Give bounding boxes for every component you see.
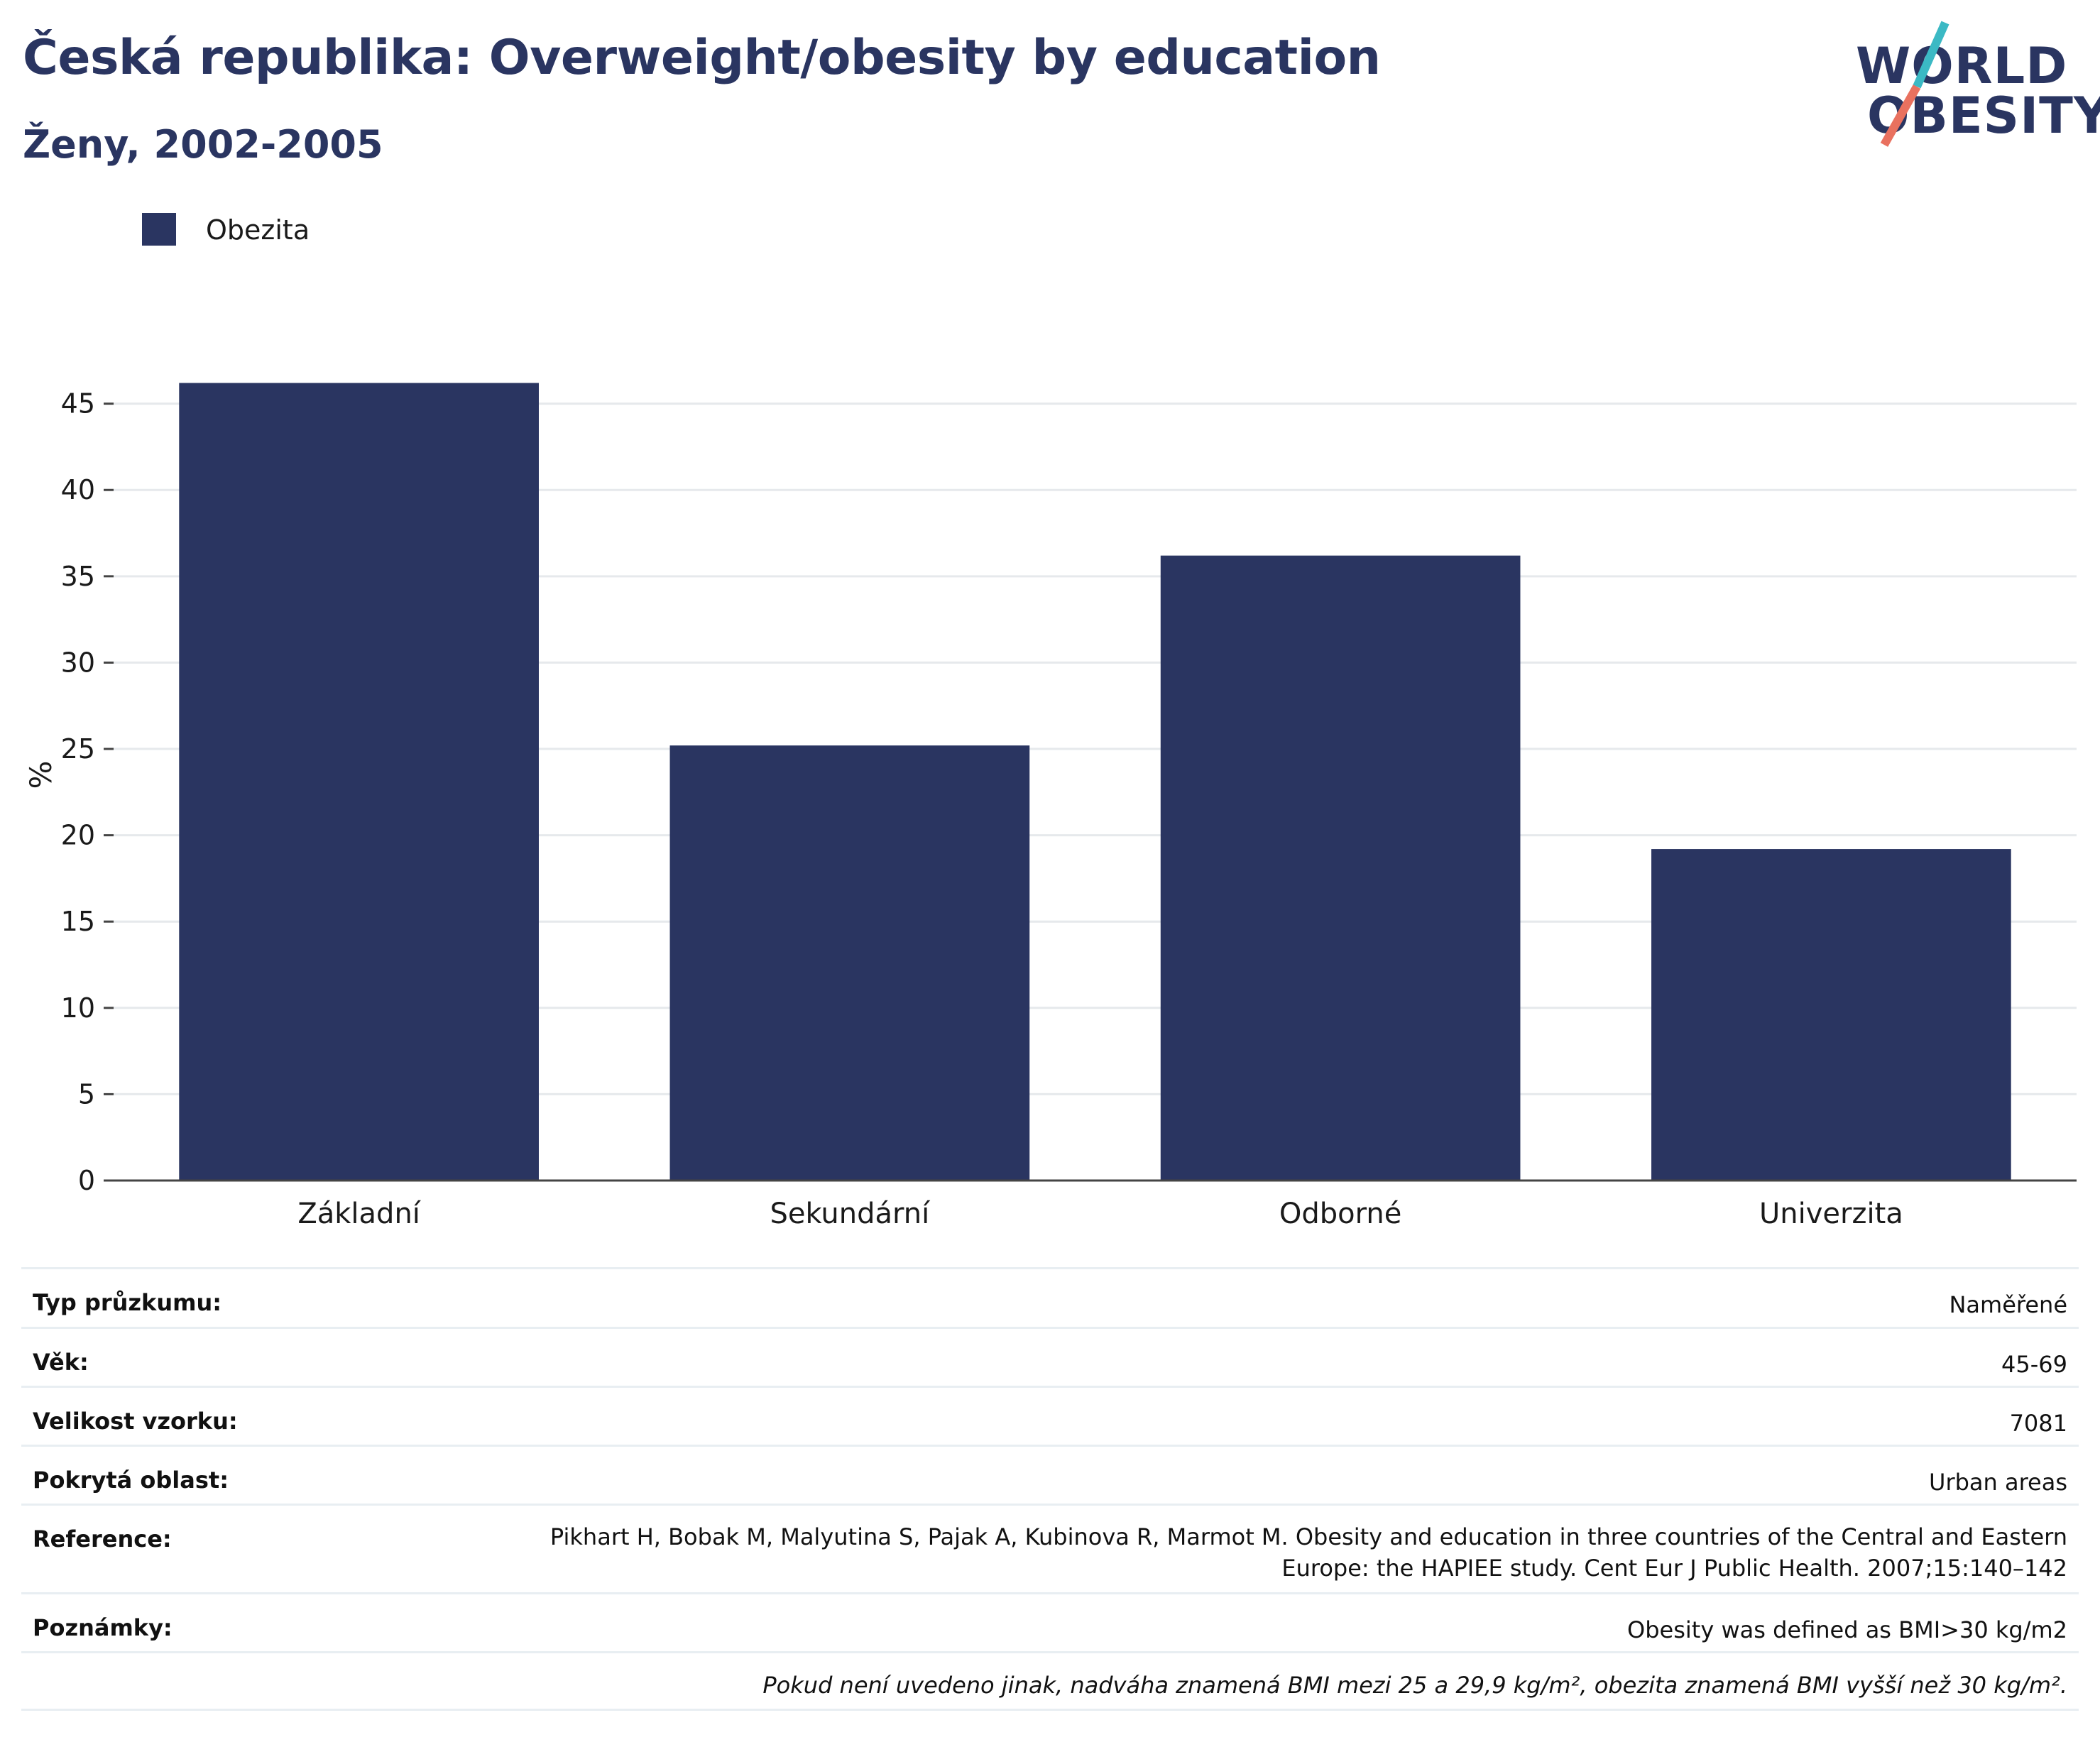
bar-4 (1651, 849, 2011, 1181)
meta-label: Pokrytá oblast: (33, 1467, 229, 1494)
x-tick-label: Základní (297, 1198, 421, 1230)
metadata-table: Typ průzkumu: Naměřené Věk: 45-69 Veliko… (21, 1267, 2079, 1711)
meta-value: 7081 (2009, 1410, 2067, 1437)
meta-value: Obesity was defined as BMI>30 kg/m2 (1627, 1616, 2067, 1643)
meta-label: Velikost vzorku: (33, 1408, 238, 1435)
y-tick-label: 20 (61, 820, 95, 851)
meta-label: Poznámky: (33, 1614, 173, 1641)
bar-2 (669, 745, 1030, 1181)
chart-title: Česká republika: Overweight/obesity by e… (23, 30, 1381, 86)
meta-row-sample-size: Velikost vzorku: 7081 (21, 1386, 2079, 1445)
meta-row-area: Pokrytá oblast: Urban areas (21, 1445, 2079, 1504)
legend-swatch-obezita (142, 213, 176, 246)
y-tick-label: 25 (61, 733, 95, 765)
meta-row-age: Věk: 45-69 (21, 1327, 2079, 1386)
y-tick-label: 40 (61, 474, 95, 505)
meta-value: Pikhart H, Bobak M, Malyutina S, Pajak A… (549, 1523, 2067, 1582)
meta-row-notes: Poznámky: Obesity was defined as BMI>30 … (21, 1592, 2079, 1651)
meta-footnote: Pokud není uvedeno jinak, nadváha znamen… (762, 1672, 2067, 1699)
chart-subtitle: Ženy, 2002-2005 (23, 122, 383, 167)
legend-label-obezita: Obezita (206, 214, 310, 246)
bar-chart: 0 5 10 15 20 25 30 35 40 45% Základní Sekundární Odb… (23, 383, 2077, 1230)
meta-label: Věk: (33, 1349, 89, 1376)
y-tick-label: 0 (78, 1165, 95, 1196)
x-tick-label: Sekundární (770, 1198, 931, 1230)
y-tick-label: 30 (61, 647, 95, 678)
bar-1 (179, 383, 539, 1181)
meta-row-survey-type: Typ průzkumu: Naměřené (21, 1267, 2079, 1327)
y-tick-label: 35 (61, 561, 95, 592)
meta-label: Typ průzkumu: (33, 1289, 222, 1316)
meta-row-reference: Reference: Pikhart H, Bobak M, Malyutina… (21, 1504, 2079, 1592)
logo-slash-icon (1880, 21, 1949, 147)
meta-value: Naměřené (1949, 1291, 2067, 1318)
y-tick-label: 5 (78, 1078, 95, 1110)
meta-row-footnote: Pokud není uvedeno jinak, nadváha znamen… (21, 1651, 2079, 1711)
bar-3 (1160, 555, 1521, 1181)
meta-label: Reference: (33, 1526, 172, 1552)
y-tick-label: 15 (61, 906, 95, 937)
meta-value: 45-69 (2001, 1351, 2067, 1378)
logo-line1: WORLD (1856, 37, 2068, 95)
world-obesity-logo: WORLD OBESITY (1846, 20, 2100, 148)
meta-value: Urban areas (1929, 1469, 2067, 1496)
x-tick-label: Odborné (1279, 1198, 1401, 1230)
y-tick-label: 10 (61, 992, 95, 1024)
y-axis-label: % (23, 761, 58, 789)
y-tick-label: 45 (61, 388, 95, 420)
x-tick-label: Univerzita (1759, 1198, 1903, 1230)
